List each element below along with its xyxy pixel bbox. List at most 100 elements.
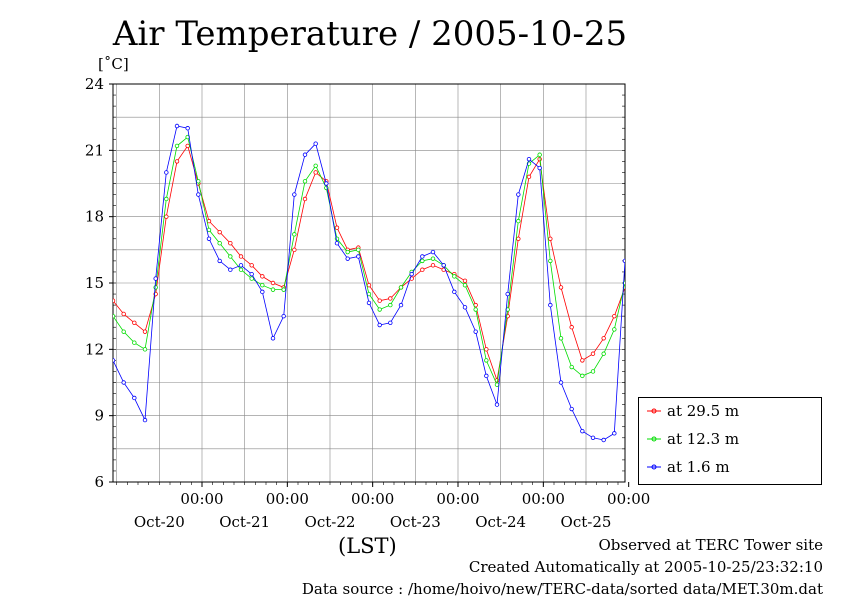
series-point: [292, 232, 297, 237]
series-point: [505, 291, 510, 297]
series-point: [462, 278, 468, 283]
series-point: [783, 193, 787, 197]
y-tick-label: 24: [85, 75, 104, 93]
series-point: [590, 435, 596, 440]
series-point: [634, 215, 638, 219]
series-point: [687, 303, 691, 307]
x-tick-time-label: 00:00: [266, 490, 309, 508]
series-point: [677, 270, 681, 274]
series-point: [302, 152, 308, 157]
series-point: [174, 143, 180, 149]
series-line-0: [113, 144, 625, 381]
series-point: [302, 196, 308, 202]
series-point: [345, 249, 350, 255]
series-point: [590, 351, 596, 356]
series-point: [805, 259, 809, 263]
series-point: [153, 285, 158, 290]
series-point: [783, 237, 787, 241]
series-point: [762, 137, 766, 141]
series-point: [719, 365, 723, 369]
series-point: [174, 159, 180, 164]
series-point: [794, 230, 798, 234]
series-point: [217, 240, 222, 246]
series-point: [805, 233, 809, 237]
series-point: [441, 263, 446, 268]
series-point: [409, 271, 414, 277]
series-point: [516, 236, 521, 241]
series-point: [815, 237, 819, 241]
series-point: [666, 233, 670, 237]
series-point: [494, 402, 500, 407]
series-point: [569, 325, 574, 330]
x-tick-time-label: 00:00: [180, 490, 223, 508]
series-point: [398, 302, 404, 308]
series-point: [837, 392, 841, 396]
x-tick-time-label: 00:00: [351, 490, 394, 508]
series-point: [751, 219, 755, 223]
series-point: [484, 373, 489, 379]
series-point: [698, 336, 702, 340]
series-point: [773, 140, 777, 144]
series-point: [826, 281, 830, 285]
series-point: [228, 240, 233, 246]
series-point: [366, 300, 372, 306]
chart-title: Air Temperature / 2005-10-25: [112, 14, 628, 54]
series-line-1: [113, 136, 625, 387]
series-point: [121, 380, 126, 385]
series-point: [815, 359, 819, 363]
series-point: [132, 320, 137, 325]
series-point: [815, 270, 819, 274]
series-point: [462, 305, 468, 310]
y-tick-label: 6: [94, 473, 104, 491]
series-point: [655, 171, 659, 175]
series-point: [324, 181, 329, 186]
series-point: [687, 314, 691, 318]
series-point: [569, 364, 574, 370]
series-point: [238, 267, 244, 272]
series-point: [526, 174, 532, 180]
series-point: [837, 325, 841, 329]
series-point: [484, 347, 489, 352]
series-point: [452, 274, 457, 279]
x-tick-date-label: Oct-22: [305, 513, 356, 531]
series-point: [612, 431, 617, 436]
series-point: [730, 370, 734, 374]
x-tick-time-label: 00:00: [522, 490, 565, 508]
series-point: [430, 249, 436, 255]
series-point: [612, 313, 617, 319]
series-point: [580, 373, 585, 379]
series-point: [164, 196, 169, 202]
series-point: [196, 179, 201, 184]
series-point: [113, 358, 116, 363]
series-point: [677, 281, 681, 285]
series-point: [313, 141, 318, 146]
series-point: [388, 302, 393, 308]
x-tick-date-label: Oct-23: [390, 513, 441, 531]
series-point: [548, 302, 553, 308]
series-point: [622, 258, 625, 264]
series-point: [709, 370, 713, 374]
series-point: [601, 437, 606, 443]
legend-item-29-5m: at 29.5 m: [647, 401, 739, 421]
series-point: [228, 254, 233, 259]
series-point: [292, 247, 297, 253]
series-point: [452, 289, 457, 295]
series-point: [548, 236, 553, 241]
y-tick-label: 9: [94, 407, 104, 425]
legend-item-1-6m: at 1.6 m: [647, 457, 730, 477]
series-point: [196, 192, 201, 197]
series-point: [377, 307, 382, 312]
series-point: [270, 336, 276, 341]
series-point: [174, 123, 180, 129]
legend-label: at 12.3 m: [667, 430, 740, 448]
series-point: [645, 149, 649, 153]
series-point: [356, 254, 361, 259]
series-point: [281, 287, 286, 292]
legend-item-12-3m: at 12.3 m: [647, 429, 739, 449]
series-point: [334, 240, 340, 246]
series-point: [548, 258, 553, 264]
series-point: [398, 285, 404, 290]
series-point: [762, 166, 766, 170]
series-point: [709, 359, 713, 363]
series-point: [270, 280, 276, 286]
